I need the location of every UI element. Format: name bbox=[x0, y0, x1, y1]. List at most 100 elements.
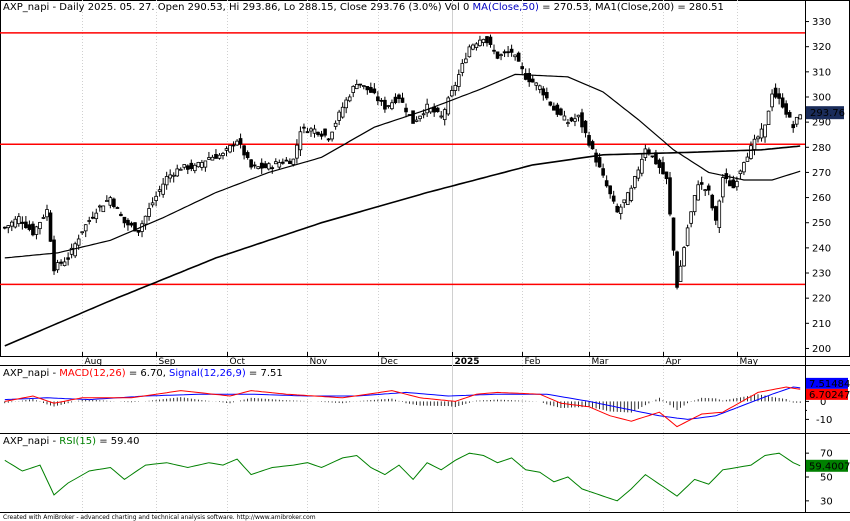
macd-value-tag bbox=[806, 388, 848, 400]
candle-body bbox=[295, 144, 299, 159]
credit-text: Created with AmiBroker - advanced charti… bbox=[3, 514, 316, 521]
candle-body bbox=[245, 152, 250, 158]
candle-body bbox=[435, 107, 440, 113]
candle-body bbox=[372, 88, 377, 94]
candle-body bbox=[354, 83, 359, 90]
candle-body bbox=[210, 156, 215, 161]
candle-body bbox=[509, 48, 514, 53]
candle-body bbox=[618, 206, 623, 214]
candle-body bbox=[474, 43, 479, 48]
candle-body bbox=[20, 221, 25, 224]
candle-body bbox=[147, 208, 151, 217]
candle-body bbox=[780, 97, 785, 108]
rsi-value: = 59.40 bbox=[96, 436, 139, 447]
candle-body bbox=[731, 179, 736, 189]
candle-body bbox=[31, 223, 35, 236]
macd-symbol: AXP_napi - bbox=[3, 368, 59, 379]
candle-body bbox=[506, 51, 510, 54]
candle-body bbox=[552, 105, 556, 111]
candle-body bbox=[52, 239, 56, 272]
candle-body bbox=[175, 168, 180, 177]
candle-body bbox=[604, 180, 609, 187]
candle-body bbox=[601, 168, 605, 176]
candle-body bbox=[87, 220, 92, 222]
candle-body bbox=[48, 212, 53, 242]
candle-body bbox=[2, 226, 7, 229]
candle-body bbox=[583, 120, 588, 134]
candle-body bbox=[281, 161, 285, 164]
ma-values: = 270.53, MA1(Close,200) = 280.51 bbox=[539, 2, 724, 13]
candle-body bbox=[17, 216, 21, 225]
candle-body bbox=[710, 194, 715, 209]
candle-body bbox=[625, 192, 630, 205]
candle-body bbox=[657, 159, 662, 168]
candle-body bbox=[530, 78, 535, 83]
candle-body bbox=[706, 185, 711, 191]
candle-body bbox=[207, 157, 211, 160]
last-price-tag bbox=[806, 106, 844, 120]
candle-body bbox=[178, 168, 183, 171]
candle-body bbox=[252, 164, 257, 167]
candle-body bbox=[668, 177, 672, 215]
candle-body bbox=[168, 174, 172, 179]
candle-body bbox=[27, 224, 32, 230]
candle-body bbox=[224, 148, 229, 151]
rsi-symbol: AXP_napi - bbox=[3, 436, 59, 447]
candle-body bbox=[404, 107, 408, 113]
candle-body bbox=[333, 122, 338, 127]
candle-body bbox=[770, 93, 774, 108]
candle-body bbox=[115, 207, 120, 209]
candle-body bbox=[492, 49, 496, 52]
month-label: Sep bbox=[159, 357, 176, 367]
ohlc-readout: AXP_napi - Daily 2025. 05. 27. Open 290.… bbox=[3, 2, 473, 13]
candle-body bbox=[527, 72, 532, 83]
candle-body bbox=[721, 177, 725, 198]
candle-body bbox=[288, 160, 292, 165]
candle-body bbox=[467, 46, 472, 58]
price-tick-label: 220 bbox=[812, 294, 831, 305]
candle-body bbox=[154, 195, 158, 201]
candle-body bbox=[453, 84, 458, 91]
candle-body bbox=[425, 103, 429, 114]
price-tick-label: 330 bbox=[812, 17, 831, 28]
candle-body bbox=[675, 251, 679, 288]
candle-body bbox=[400, 97, 405, 103]
candle-body bbox=[738, 170, 743, 175]
candle-body bbox=[298, 131, 303, 151]
signal-value-label: 7.51484 bbox=[809, 379, 850, 390]
rsi-tick-label: 70 bbox=[820, 449, 833, 460]
candle-body bbox=[502, 51, 507, 54]
candle-body bbox=[112, 198, 116, 208]
candle-body bbox=[478, 39, 482, 47]
ma50-legend: MA(Close,50) bbox=[473, 2, 540, 13]
candle-body bbox=[108, 197, 113, 206]
candle-body bbox=[171, 174, 176, 177]
candle-body bbox=[383, 99, 387, 110]
candle-body bbox=[59, 261, 63, 264]
candle-body bbox=[344, 99, 348, 109]
candle-body bbox=[439, 115, 444, 118]
candle-body bbox=[122, 216, 127, 224]
candle-body bbox=[411, 110, 415, 124]
candle-body bbox=[34, 226, 39, 235]
candle-body bbox=[499, 54, 503, 57]
candle-body bbox=[745, 156, 750, 162]
macd-tick-label: -10 bbox=[816, 415, 832, 426]
candle-body bbox=[157, 189, 162, 192]
candle-body bbox=[214, 154, 218, 159]
candle-body bbox=[534, 82, 539, 86]
candle-body bbox=[242, 145, 246, 156]
candle-body bbox=[76, 238, 81, 246]
candle-body bbox=[45, 209, 49, 218]
candle-body bbox=[573, 118, 577, 122]
rsi-tick-label: 30 bbox=[820, 496, 833, 507]
candle-body bbox=[615, 205, 620, 213]
candle-body bbox=[559, 108, 563, 116]
candle-body bbox=[495, 51, 500, 59]
candle-body bbox=[193, 164, 197, 172]
candle-body bbox=[13, 218, 18, 228]
candle-body bbox=[6, 225, 11, 229]
candle-body bbox=[326, 138, 331, 141]
candle-body bbox=[129, 222, 134, 226]
candle-body bbox=[555, 104, 560, 115]
